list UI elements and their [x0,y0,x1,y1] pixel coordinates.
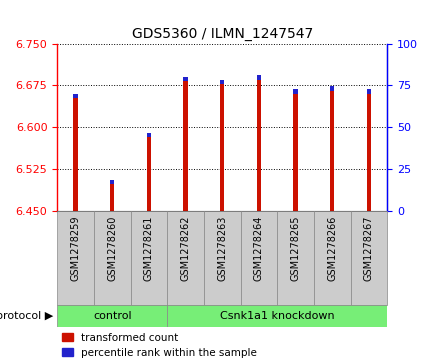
Text: GSM1278262: GSM1278262 [180,215,191,281]
Bar [183,77,188,211]
Bar [330,86,334,91]
Bar [257,75,261,80]
Bar [94,211,131,305]
Bar [367,89,371,94]
Text: Csnk1a1 knockdown: Csnk1a1 knockdown [220,311,334,321]
Text: GSM1278267: GSM1278267 [364,215,374,281]
Bar [110,180,114,211]
Text: control: control [93,311,132,321]
Bar [293,89,298,211]
Bar [314,211,351,305]
Bar [204,211,241,305]
Bar [241,211,277,305]
Bar [131,211,167,305]
Bar [57,305,167,327]
Bar [73,94,78,211]
Text: protocol ▶: protocol ▶ [0,311,53,321]
Text: GSM1278261: GSM1278261 [144,215,154,281]
Legend: transformed count, percentile rank within the sample: transformed count, percentile rank withi… [62,333,257,358]
Bar [220,80,224,84]
Bar [330,86,334,211]
Text: GSM1278259: GSM1278259 [70,215,81,281]
Bar [277,211,314,305]
Text: GSM1278260: GSM1278260 [107,215,117,281]
Text: GSM1278263: GSM1278263 [217,215,227,281]
Bar [183,77,188,81]
Bar [147,132,151,211]
Text: GSM1278264: GSM1278264 [254,215,264,281]
Bar [220,80,224,211]
Bar [73,94,78,98]
Bar [110,180,114,184]
Bar [167,211,204,305]
Bar [57,211,94,305]
Bar [351,211,387,305]
Bar [293,89,298,94]
Bar [367,89,371,211]
Bar [257,75,261,211]
Bar [147,132,151,137]
Text: GSM1278265: GSM1278265 [290,215,301,281]
Bar [167,305,387,327]
Title: GDS5360 / ILMN_1247547: GDS5360 / ILMN_1247547 [132,27,313,41]
Text: GSM1278266: GSM1278266 [327,215,337,281]
